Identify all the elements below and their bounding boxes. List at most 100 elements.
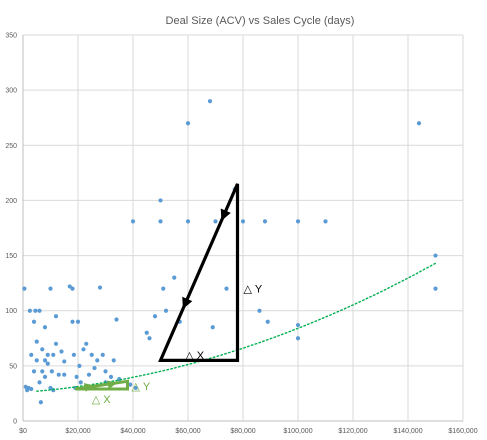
data-point xyxy=(295,336,301,341)
y-tick-label: 350 xyxy=(5,33,17,40)
data-point xyxy=(224,286,229,291)
data-point xyxy=(172,275,177,280)
data-point xyxy=(84,341,89,346)
x-axis-ticks: $0 $20,000 $40,000 $60,000 $80,000 $100,000 $1… xyxy=(19,428,478,435)
data-point xyxy=(38,400,43,405)
data-point xyxy=(207,99,213,104)
y-tick-label: 100 xyxy=(5,308,17,315)
data-point xyxy=(37,380,42,385)
data-point xyxy=(295,219,301,224)
x-tick-label: $0 xyxy=(19,428,27,435)
data-point xyxy=(323,219,328,224)
data-point xyxy=(53,341,59,346)
data-point xyxy=(152,314,158,319)
data-point xyxy=(29,352,34,357)
data-points xyxy=(22,99,438,405)
data-point xyxy=(56,372,61,377)
grid xyxy=(23,34,464,421)
small-triangle-dx-label: △ X xyxy=(92,394,112,406)
y-tick-label: 200 xyxy=(5,198,17,205)
arrowhead xyxy=(106,380,117,390)
small-triangle-dy-label: △ Y xyxy=(132,381,151,393)
small-triangle xyxy=(75,379,129,391)
data-point xyxy=(70,319,75,324)
data-point xyxy=(42,374,48,379)
data-point xyxy=(163,308,169,313)
x-tick-label: $120,000 xyxy=(338,428,367,435)
data-point xyxy=(433,253,438,258)
data-point xyxy=(257,308,262,313)
x-tick-label: $20,000 xyxy=(65,428,90,435)
large-triangle xyxy=(158,183,240,362)
data-point xyxy=(213,219,218,224)
data-point xyxy=(53,314,59,319)
x-tick-label: $40,000 xyxy=(120,428,145,435)
data-point xyxy=(130,219,136,224)
data-point xyxy=(295,322,301,328)
y-tick-label: 50 xyxy=(9,363,17,370)
data-point xyxy=(31,319,37,324)
data-point xyxy=(210,325,215,330)
data-point xyxy=(48,286,53,291)
data-point xyxy=(45,352,50,357)
data-point xyxy=(62,359,67,364)
data-point xyxy=(133,385,138,391)
data-point xyxy=(161,286,166,291)
data-point xyxy=(59,349,64,354)
data-point xyxy=(29,386,34,392)
data-point xyxy=(158,198,163,203)
data-point xyxy=(92,365,97,371)
data-point xyxy=(40,347,45,352)
data-point xyxy=(34,358,39,363)
y-tick-label: 150 xyxy=(5,253,17,260)
data-point xyxy=(144,330,149,335)
large-triangle-dx-label: △ X xyxy=(185,350,205,362)
data-point xyxy=(128,382,133,387)
data-point xyxy=(240,219,246,224)
y-tick-label: 250 xyxy=(5,143,17,150)
data-point xyxy=(34,339,39,344)
x-tick-label: $160,000 xyxy=(448,428,477,435)
data-point xyxy=(75,319,81,324)
data-point xyxy=(81,347,86,352)
data-point xyxy=(97,285,103,290)
data-point xyxy=(27,308,32,313)
data-point xyxy=(103,369,108,374)
arrowhead xyxy=(182,296,193,310)
data-point xyxy=(70,286,75,291)
data-point xyxy=(40,369,45,374)
annotations: △ Y △ X △ Y △ X xyxy=(75,183,263,406)
data-point xyxy=(158,219,163,224)
data-point xyxy=(42,358,48,363)
data-point xyxy=(114,317,119,322)
data-point xyxy=(416,121,422,126)
data-point xyxy=(77,363,82,368)
data-point xyxy=(95,358,100,363)
data-point xyxy=(42,325,48,330)
data-point xyxy=(100,352,105,357)
axes xyxy=(22,35,463,422)
data-point xyxy=(262,219,268,224)
data-point xyxy=(49,369,54,374)
data-point xyxy=(45,361,50,366)
x-tick-label: $100,000 xyxy=(283,428,312,435)
data-point xyxy=(185,219,191,224)
data-point xyxy=(433,286,438,291)
data-point xyxy=(147,336,152,341)
data-point xyxy=(108,374,114,379)
data-point xyxy=(74,374,79,379)
data-point xyxy=(37,308,42,313)
data-point xyxy=(185,121,191,126)
y-tick-label: 0 xyxy=(13,419,17,426)
data-point xyxy=(31,369,37,374)
data-point xyxy=(51,352,56,357)
data-point xyxy=(89,352,94,357)
data-point xyxy=(22,286,27,291)
data-point xyxy=(86,372,92,377)
data-point xyxy=(33,308,38,313)
y-axis-ticks: 0 50 100 150 200 250 300 350 xyxy=(5,33,17,426)
x-tick-label: $60,000 xyxy=(175,428,200,435)
data-point xyxy=(265,319,270,324)
chart-title: Deal Size (ACV) vs Sales Cycle (days) xyxy=(166,15,355,27)
data-point xyxy=(78,380,83,385)
